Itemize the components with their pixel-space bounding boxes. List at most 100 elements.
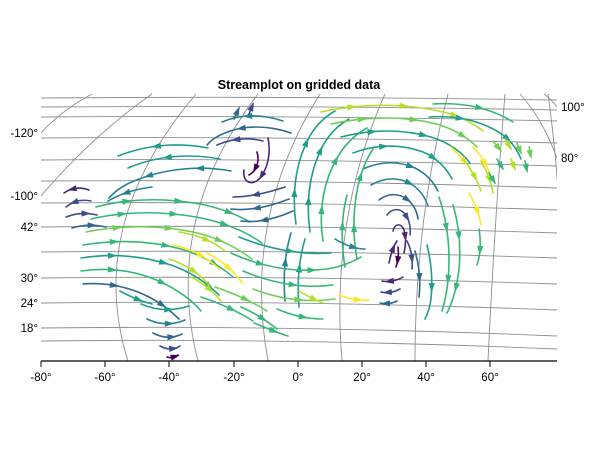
- streamline: [446, 204, 461, 314]
- stream-arrowhead: [470, 171, 478, 182]
- x-tick-label: -40°: [158, 372, 179, 384]
- streamline: [283, 232, 292, 302]
- x-tick-label: -20°: [223, 372, 244, 384]
- stream-arrowhead: [442, 222, 449, 233]
- stream-arrowhead: [161, 241, 171, 248]
- stream-arrowhead: [204, 284, 214, 293]
- meridian-line: [339, 93, 386, 361]
- axis-labels: -80° -60° -40° -20° 0° 20° 40° 60° -120° -100° 42°…: [10, 102, 584, 384]
- stream-arrowhead: [214, 235, 225, 243]
- stream-arrowhead: [416, 272, 423, 283]
- stream-arrowhead: [195, 250, 206, 259]
- stream-arrowhead: [380, 300, 391, 307]
- stream-arrowhead: [143, 171, 154, 178]
- stream-arrowhead: [473, 206, 480, 217]
- streamline: [238, 236, 332, 255]
- stream-arrowhead: [353, 296, 364, 303]
- streamline: [230, 252, 362, 272]
- stream-arrowhead: [250, 190, 261, 197]
- stream-arrowhead: [307, 267, 317, 274]
- stream-arrowhead: [67, 185, 78, 192]
- stream-arrowhead: [232, 106, 240, 117]
- stream-arrowhead: [107, 252, 118, 259]
- stream-arrowhead: [403, 178, 414, 186]
- stream-arrowhead: [226, 304, 237, 312]
- stream-arrowhead: [305, 195, 312, 206]
- stream-arrowhead: [315, 145, 323, 156]
- stream-arrowhead: [188, 266, 199, 275]
- stream-arrowhead: [331, 155, 339, 166]
- stream-arrowhead: [402, 194, 412, 203]
- stream-arrowhead: [224, 207, 235, 215]
- stream-arrowhead: [480, 158, 488, 169]
- stream-arrowhead: [347, 104, 357, 111]
- streamlines: [63, 102, 533, 361]
- chart-title: Streamplot on gridded data: [218, 78, 382, 92]
- streamline: [206, 126, 292, 146]
- meridian-line: [261, 93, 321, 361]
- stream-arrowhead: [309, 294, 319, 302]
- stream-arrowhead: [515, 145, 522, 155]
- stream-arrowhead: [408, 254, 415, 264]
- stream-arrowhead: [121, 188, 131, 195]
- streamline: [242, 270, 334, 288]
- stream-arrowhead: [477, 245, 484, 256]
- stream-arrowhead: [399, 102, 409, 109]
- stream-arrowhead: [174, 197, 184, 204]
- stream-arrowhead: [474, 103, 485, 110]
- stream-arrowhead: [242, 112, 253, 119]
- meridian-line: [519, 93, 557, 159]
- stream-arrowhead: [493, 142, 502, 152]
- meridian-line: [115, 93, 197, 361]
- stream-arrowhead: [247, 102, 254, 112]
- stream-arrowhead: [268, 326, 279, 333]
- stream-arrowhead: [255, 259, 266, 266]
- stream-arrowhead: [253, 163, 260, 174]
- stream-arrowhead: [168, 345, 179, 353]
- stream-arrowhead: [156, 299, 167, 308]
- x-tick-label: 60°: [481, 372, 498, 384]
- stream-arrowhead: [258, 216, 269, 223]
- meridian-line: [41, 93, 93, 134]
- stream-arrowhead: [502, 133, 512, 143]
- streamline: [65, 212, 98, 218]
- right-grid-label: 100°: [561, 102, 585, 114]
- streamline: [320, 127, 368, 242]
- streamline: [428, 115, 522, 160]
- x-tick-label: -80°: [30, 372, 51, 384]
- stream-arrowhead: [378, 143, 389, 150]
- stream-arrowhead: [117, 211, 127, 218]
- stream-arrowhead: [194, 165, 205, 172]
- stream-arrowhead: [288, 281, 298, 288]
- stream-arrowhead: [388, 243, 396, 254]
- stream-arrowhead: [230, 136, 241, 143]
- stream-arrowhead: [164, 224, 174, 231]
- x-axis: [40, 360, 557, 367]
- streamline: [406, 240, 414, 270]
- streamline: [117, 144, 209, 157]
- stream-arrowhead: [339, 220, 346, 231]
- right-grid-label: 80°: [561, 153, 578, 165]
- parallel-line: [41, 116, 557, 122]
- stream-arrowhead: [162, 153, 173, 160]
- streamline: [340, 130, 471, 164]
- parallel-line: [41, 276, 557, 285]
- meridian-line: [187, 93, 259, 361]
- stream-arrowhead: [402, 212, 410, 222]
- parallel-line: [41, 339, 557, 350]
- x-tick-label: 40°: [417, 372, 434, 384]
- stream-arrowhead: [164, 306, 174, 313]
- stream-arrowhead: [240, 294, 251, 302]
- stream-arrowhead: [318, 204, 325, 215]
- left-grid-label: 24°: [21, 298, 38, 310]
- meridian-line: [414, 93, 449, 361]
- x-tick-label: 20°: [353, 372, 370, 384]
- stream-arrowhead: [382, 288, 393, 296]
- stream-arrowhead: [170, 354, 180, 361]
- left-grid-label: -100°: [10, 191, 38, 203]
- left-grid-label: 30°: [21, 273, 38, 285]
- stream-arrowhead: [418, 131, 429, 138]
- stream-arrowhead: [294, 296, 304, 303]
